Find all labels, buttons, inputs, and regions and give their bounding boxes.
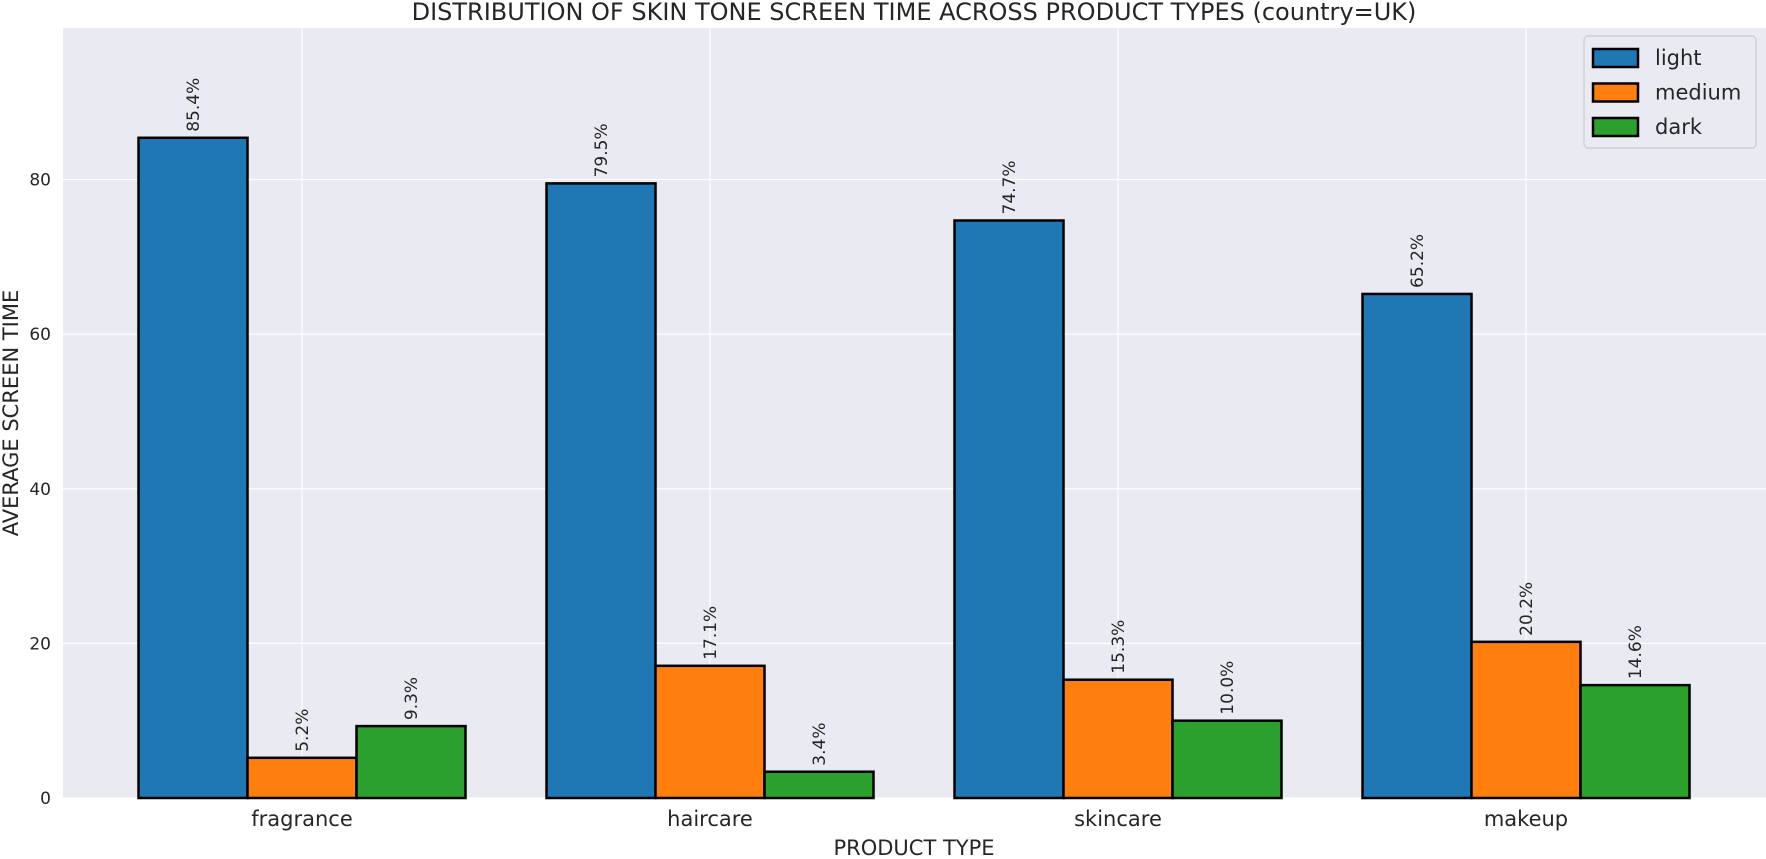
legend-swatch-medium	[1591, 82, 1640, 103]
bar-label-dark-haircare: 3.4%	[810, 723, 830, 766]
bar-light-skincare	[953, 219, 1065, 800]
x-axis-label: PRODUCT TYPE	[833, 836, 994, 859]
bar-dark-fragrance	[355, 724, 467, 800]
bar-medium-fragrance	[246, 756, 358, 800]
bar-label-light-makeup: 65.2%	[1408, 234, 1428, 288]
bar-label-dark-makeup: 14.6%	[1626, 625, 1646, 679]
legend-swatch-light	[1591, 47, 1640, 69]
bar-dark-skincare	[1171, 719, 1283, 800]
bar-labels: 85.4% 5.2% 9.3% 79.5% 17.1% 3.4% 74.7% 15.3% 10.…	[184, 78, 1646, 766]
bar-label-light-haircare: 79.5%	[592, 123, 612, 177]
x-tick-label-fragrance: fragrance	[251, 807, 353, 831]
bar-medium-skincare	[1062, 678, 1174, 800]
y-tick-label: 20	[29, 634, 51, 654]
bar-label-dark-skincare: 10.0%	[1218, 661, 1238, 715]
x-tick-label-makeup: makeup	[1484, 807, 1568, 831]
y-tick-label: 0	[40, 789, 51, 809]
legend-swatch-dark	[1591, 116, 1640, 138]
y-axis-label: AVERAGE SCREEN TIME	[0, 290, 23, 537]
x-tick-labels: fragrance haircare skincare makeup	[251, 807, 1568, 831]
bar-label-medium-haircare: 17.1%	[701, 606, 721, 660]
legend-label-medium: medium	[1655, 81, 1741, 105]
bar-light-makeup	[1361, 292, 1473, 800]
y-tick-label: 40	[29, 480, 51, 500]
y-tick-labels: 0 20 40 60 80	[29, 171, 51, 809]
y-tick-label: 60	[29, 325, 51, 345]
legend-label-light: light	[1655, 46, 1702, 70]
y-tick-label: 80	[29, 171, 51, 191]
x-tick-label-skincare: skincare	[1074, 807, 1162, 831]
bar-dark-makeup	[1579, 683, 1691, 800]
chart-title: DISTRIBUTION OF SKIN TONE SCREEN TIME AC…	[412, 0, 1417, 26]
bar-label-medium-makeup: 20.2%	[1517, 582, 1537, 636]
bar-light-haircare	[545, 182, 657, 800]
bar-label-dark-fragrance: 9.3%	[402, 677, 422, 720]
legend-label-dark: dark	[1655, 115, 1703, 139]
legend: light medium dark	[1583, 35, 1757, 149]
bar-label-medium-fragrance: 5.2%	[293, 709, 313, 752]
bar-dark-haircare	[763, 770, 875, 800]
bar-light-fragrance	[137, 136, 249, 800]
bar-label-light-fragrance: 85.4%	[184, 78, 204, 132]
bar-label-medium-skincare: 15.3%	[1109, 620, 1129, 674]
bar-medium-makeup	[1470, 640, 1582, 800]
bar-label-light-skincare: 74.7%	[1000, 160, 1020, 214]
x-tick-label-haircare: haircare	[667, 807, 753, 831]
bars	[137, 136, 1691, 800]
bar-medium-haircare	[654, 664, 766, 800]
